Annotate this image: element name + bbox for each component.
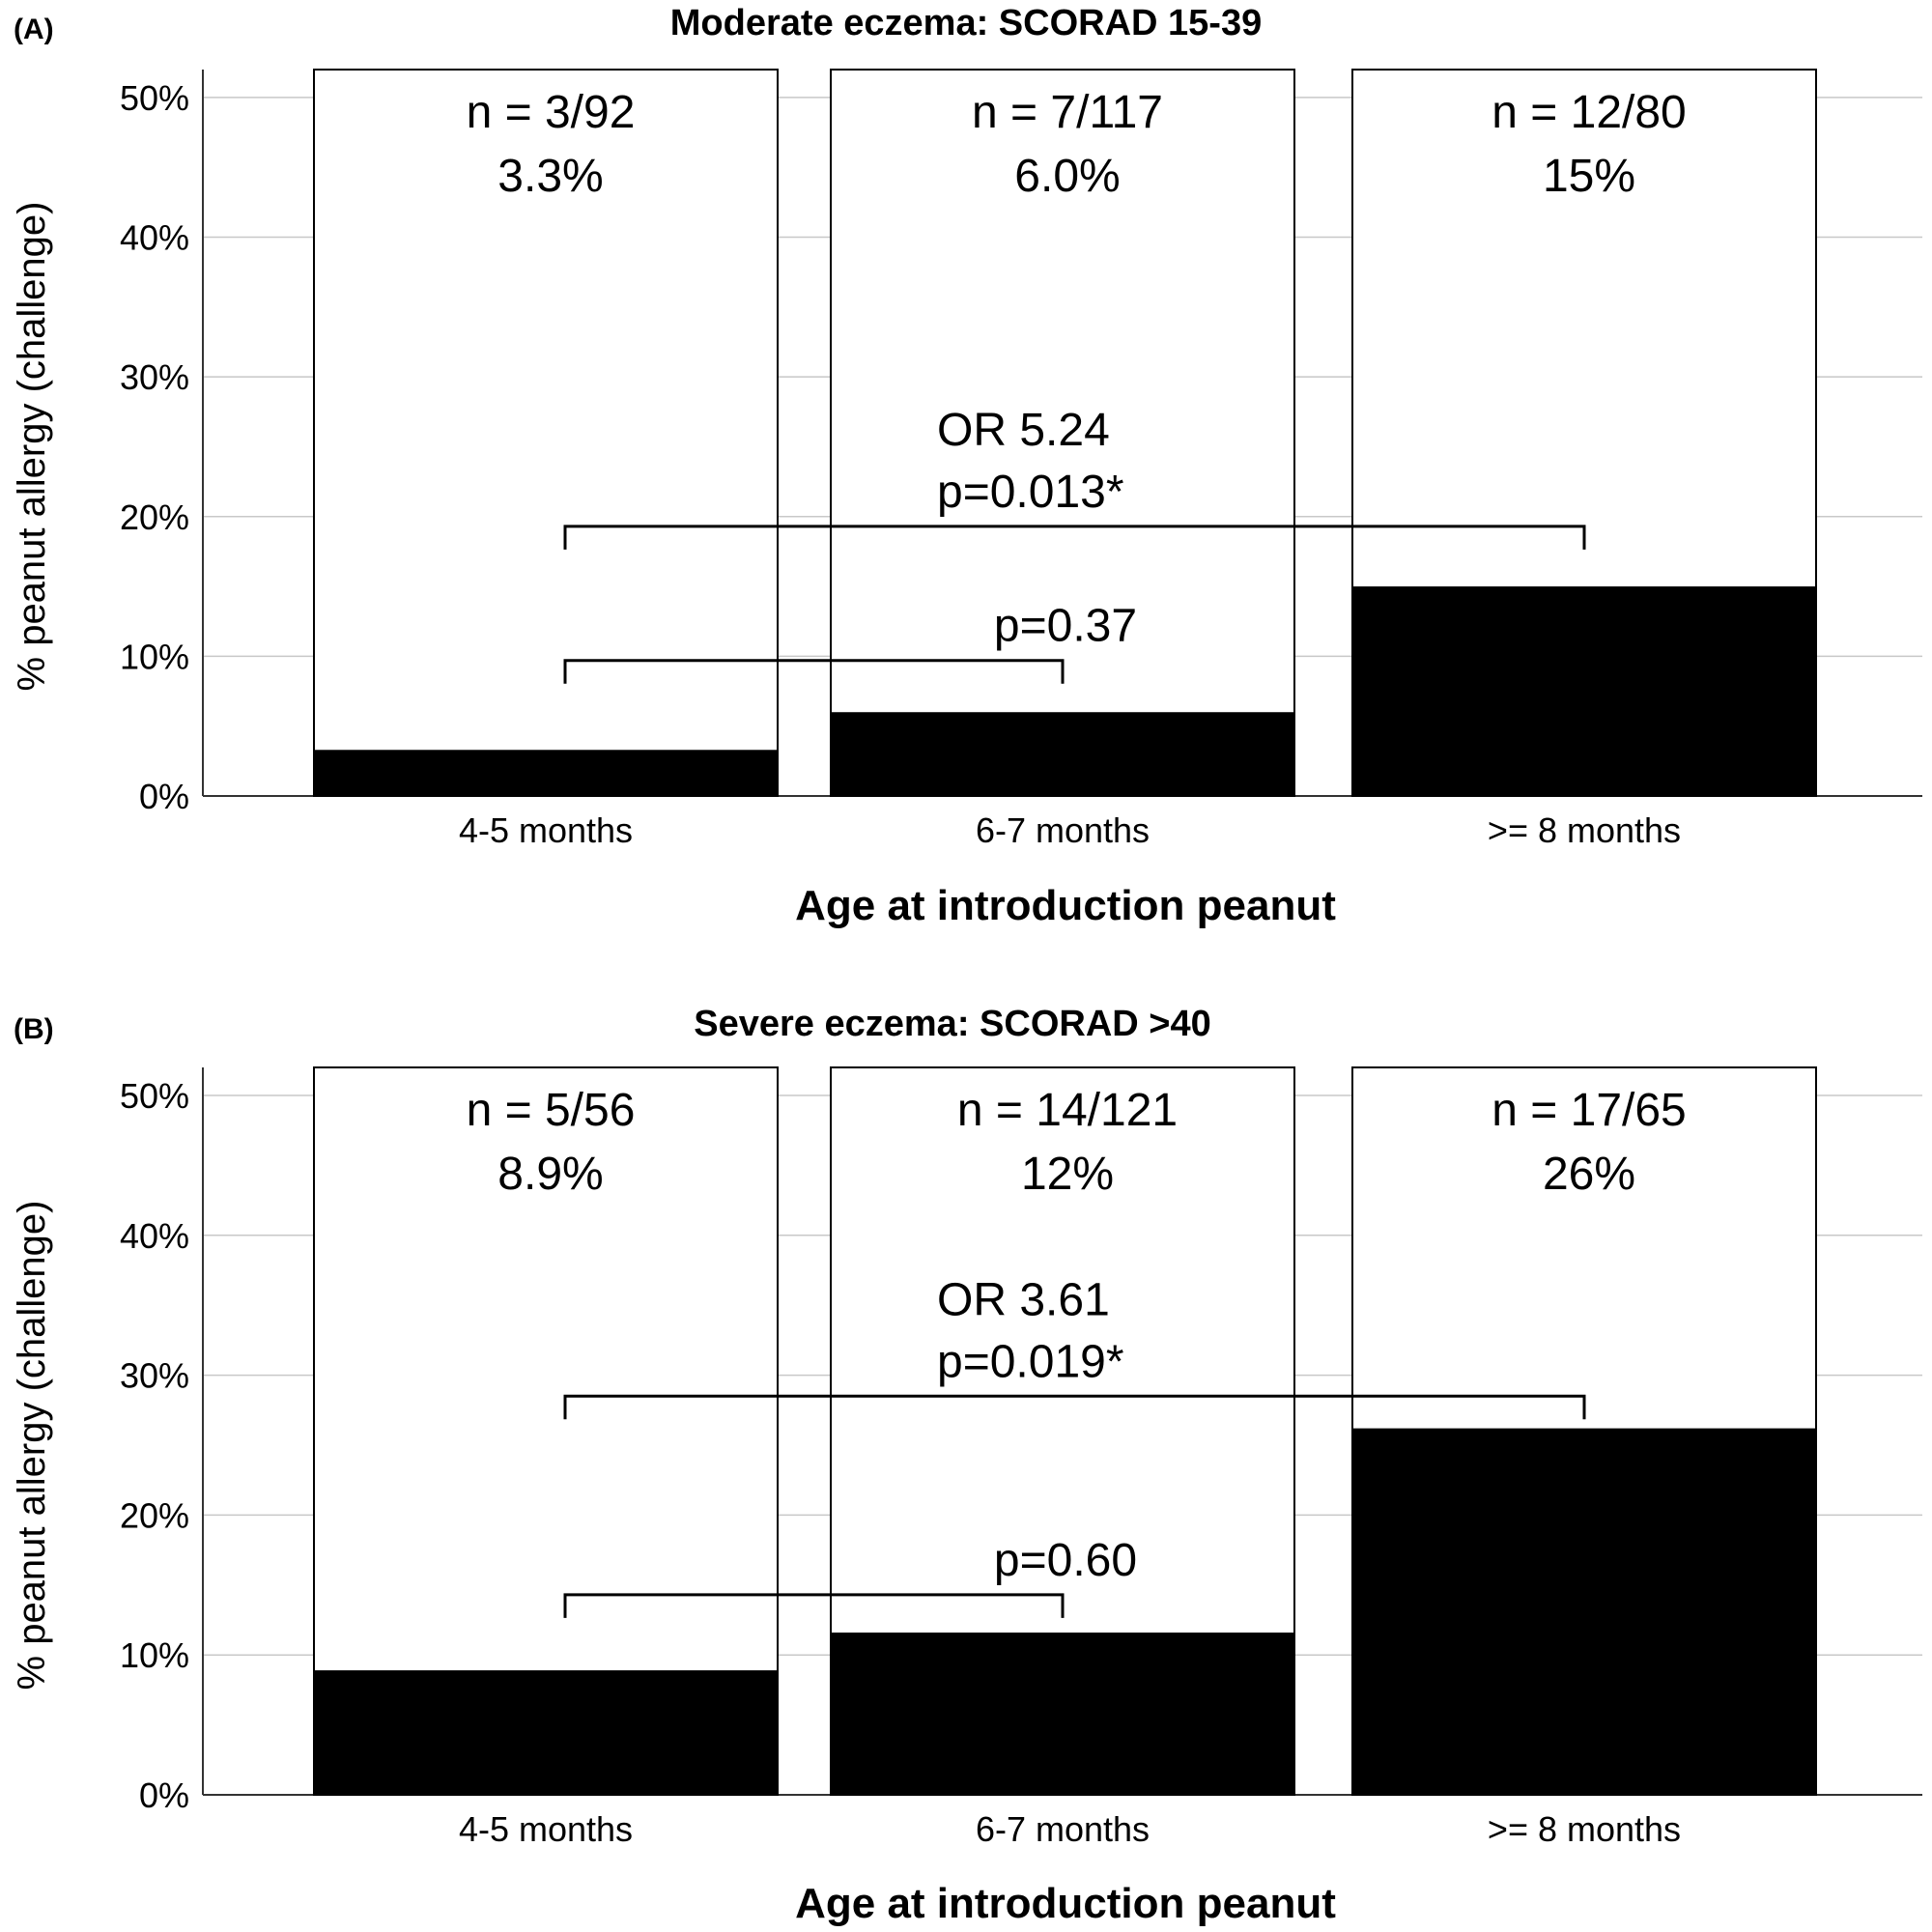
x-tick-label: 4-5 months [459, 810, 633, 850]
bar [831, 712, 1294, 796]
x-axis-label: Age at introduction peanut [795, 1880, 1336, 1927]
y-tick-label: 50% [120, 1076, 189, 1116]
bar-count-label: n = 5/56 [467, 1085, 636, 1136]
comparison-label: OR 3.61 [937, 1274, 1110, 1325]
y-axis-label: % peanut allergy (challenge) [11, 1201, 53, 1690]
chart-title: Severe eczema: SCORAD >40 [694, 1004, 1210, 1044]
y-tick-label: 0% [139, 1776, 189, 1815]
comparison-bracket [563, 1593, 1065, 1618]
x-tick-label: 4-5 months [459, 1809, 633, 1849]
x-tick-label: 6-7 months [976, 810, 1150, 850]
y-tick-label: 0% [139, 777, 189, 816]
y-tick-label: 30% [120, 1356, 189, 1396]
comparison-bracket [563, 1394, 1586, 1420]
panel-b: (B) Severe eczema: SCORAD >40 % peanut a… [11, 1004, 1922, 1927]
bar-percent-label: 12% [1021, 1149, 1114, 1200]
panel-label: (A) [14, 14, 54, 45]
bar-count-label: n = 7/117 [972, 87, 1163, 138]
bar-count-label: n = 14/121 [957, 1085, 1178, 1136]
y-tick-label: 20% [120, 497, 189, 537]
bar-frame [313, 69, 779, 797]
comparison-label: OR 5.24 [937, 405, 1110, 456]
comparison-label: p=0.60 [994, 1535, 1137, 1586]
plot-area: 0% 10% 20% 30% 40% 50% n = 5/56 8.9% 4-5 months n… [120, 1066, 1922, 1849]
comparison-bracket [563, 659, 1065, 684]
bar-percent-label: 26% [1543, 1149, 1635, 1200]
y-axis-label: % peanut allergy (challenge) [11, 202, 53, 692]
bar-percent-label: 6.0% [1014, 151, 1120, 202]
bar-percent-label: 3.3% [497, 151, 603, 202]
y-tick-label: 30% [120, 357, 189, 397]
y-tick-label: 20% [120, 1495, 189, 1535]
comparison-bracket [563, 525, 1586, 550]
bar-count-label: n = 3/92 [467, 87, 636, 138]
bar [314, 1670, 778, 1795]
comparison-label: p=0.37 [994, 601, 1137, 652]
panel-label: (B) [14, 1013, 54, 1045]
bar [314, 750, 778, 796]
y-tick-label: 10% [120, 637, 189, 676]
y-tick-label: 40% [120, 218, 189, 258]
bar [1352, 1428, 1816, 1795]
comparison-label: p=0.019* [937, 1336, 1124, 1387]
bar-percent-label: 8.9% [497, 1149, 603, 1200]
y-tick-label: 40% [120, 1216, 189, 1256]
bar-count-label: n = 12/80 [1492, 87, 1687, 138]
chart-title: Moderate eczema: SCORAD 15-39 [670, 3, 1262, 43]
bar-percent-label: 15% [1543, 151, 1635, 202]
plot-area: 0% 10% 20% 30% 40% 50% n = 3/92 3.3% 4-5 months n… [120, 69, 1922, 850]
x-tick-label: >= 8 months [1488, 1809, 1681, 1849]
y-tick-label: 10% [120, 1635, 189, 1675]
comparison-label: p=0.013* [937, 467, 1124, 518]
x-axis-label: Age at introduction peanut [795, 882, 1336, 929]
x-tick-label: >= 8 months [1488, 810, 1681, 850]
x-tick-label: 6-7 months [976, 1809, 1150, 1849]
bar [831, 1633, 1294, 1795]
panel-a: (A) Moderate eczema: SCORAD 15-39 % pean… [11, 3, 1922, 929]
y-tick-label: 50% [120, 78, 189, 118]
bar [1352, 586, 1816, 796]
bar-count-label: n = 17/65 [1492, 1085, 1687, 1136]
